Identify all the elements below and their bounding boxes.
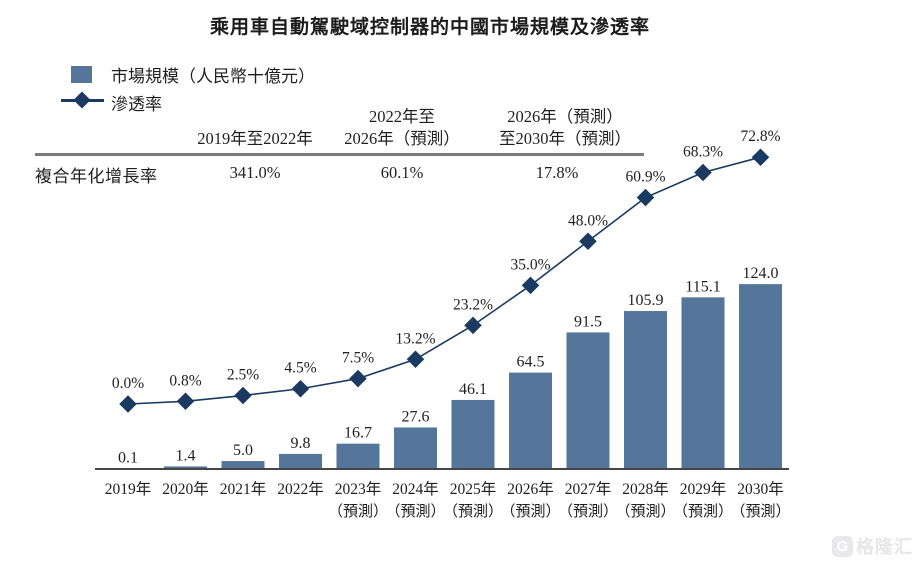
cagr-header-line: 至2030年（預測） — [499, 129, 631, 148]
penetration-value-label: 13.2% — [395, 330, 435, 347]
x-axis-label-forecast-note: （預測） — [500, 503, 560, 520]
legend-label-penetration: 滲透率 — [111, 95, 162, 114]
penetration-point-icon — [406, 350, 425, 369]
penetration-point-icon — [291, 379, 310, 398]
cagr-header-2026-2030: 2026年（預測） 至2030年（預測） — [475, 100, 655, 150]
x-axis-label-forecast-note: （預測） — [328, 503, 388, 520]
penetration-point-icon — [176, 392, 195, 411]
bar-value-label: 46.1 — [459, 381, 487, 398]
penetration-line — [127, 156, 761, 405]
bar-2024年 — [394, 427, 437, 469]
cagr-value-2026-2030: 17.8% — [535, 163, 579, 182]
bar-2027年 — [566, 332, 610, 469]
x-axis-label-year: 2022年 — [277, 480, 324, 498]
cagr-header-line: 2022年至 — [369, 107, 435, 126]
penetration-point-icon — [636, 188, 655, 207]
bar-value-label: 16.7 — [344, 425, 372, 442]
bar-value-label: 64.5 — [517, 354, 545, 371]
penetration-point-icon — [464, 316, 482, 335]
bar-2030年 — [739, 284, 782, 469]
penetration-value-label: 0.0% — [112, 375, 144, 392]
penetration-value-label: 60.9% — [625, 169, 665, 186]
page-title: 乘用車自動駕駛域控制器的中國市場規模及滲透率 — [209, 17, 650, 38]
bar-value-label: 124.0 — [743, 265, 779, 282]
x-axis-label-forecast-note: （預測） — [615, 503, 675, 520]
cagr-header-2019-2022: 2019年至2022年 — [175, 100, 335, 150]
bar-value-label: 9.8 — [291, 435, 311, 452]
cagr-header-line: 2026年（預測） — [507, 107, 623, 126]
x-axis-label-forecast-note: （預測） — [730, 503, 790, 520]
x-axis-label-year: 2027年 — [565, 480, 612, 498]
penetration-point-icon — [521, 276, 540, 295]
cagr-value-2022-2026: 60.1% — [380, 163, 424, 182]
x-axis-label-year: 2021年 — [220, 480, 267, 498]
penetration-point-icon — [234, 386, 252, 405]
penetration-value-label: 7.5% — [342, 350, 374, 367]
x-axis-label-forecast-note: （預測） — [443, 503, 503, 520]
penetration-point-icon — [349, 369, 367, 388]
x-axis-label-year: 2023年 — [335, 480, 382, 498]
bar-value-label: 5.0 — [233, 442, 253, 459]
cagr-header-line: 2019年至2022年 — [197, 129, 313, 148]
penetration-point-icon — [119, 395, 137, 413]
x-axis-label-year: 2030年 — [737, 480, 784, 498]
x-axis-label-forecast-note: （預測） — [673, 503, 733, 520]
penetration-value-label: 4.5% — [284, 360, 316, 377]
penetration-value-label: 35.0% — [510, 256, 550, 273]
bar-2021年 — [221, 461, 265, 469]
penetration-point-icon — [694, 163, 712, 182]
bar-value-label: 0.1 — [118, 449, 138, 466]
penetration-point-icon — [751, 148, 770, 166]
penetration-value-label: 68.3% — [683, 143, 723, 160]
bar-2020年 — [164, 466, 207, 469]
market-size-legend-square-icon — [71, 66, 92, 83]
bar-2026年 — [509, 372, 552, 469]
x-axis-label-year: 2019年 — [105, 480, 152, 498]
watermark: G 格隆汇 — [832, 533, 913, 559]
x-axis-label-forecast-note: （預測） — [385, 503, 445, 520]
cagr-header-line: 2026年（預測） — [344, 129, 460, 148]
bar-2025年 — [451, 399, 495, 469]
x-axis-label-year: 2029年 — [680, 480, 727, 498]
penetration-value-label: 23.2% — [453, 296, 493, 313]
watermark-logo-icon: G — [832, 535, 853, 557]
bar-value-label: 115.1 — [685, 278, 720, 295]
table-separator-line — [35, 153, 644, 156]
bar-value-label: 1.4 — [176, 447, 196, 464]
penetration-value-label: 2.5% — [227, 367, 259, 384]
bar-2023年 — [336, 443, 380, 469]
legend-label-market-size: 市場規模（人民幣十億元） — [111, 67, 315, 86]
cagr-header-2022-2026: 2022年至 2026年（預測） — [317, 100, 487, 150]
cagr-value-2019-2022: 341.0% — [229, 163, 281, 182]
x-axis-label-year: 2020年 — [162, 480, 209, 498]
x-axis-label-forecast-note: （預測） — [558, 503, 618, 520]
x-axis-label-year: 2026年 — [507, 480, 554, 498]
penetration-value-label: 72.8% — [740, 128, 780, 145]
penetration-point-icon — [579, 232, 597, 251]
bar-2028年 — [624, 311, 667, 469]
watermark-text: 格隆汇 — [856, 537, 913, 557]
x-axis-label-year: 2024年 — [392, 480, 439, 498]
bar-value-label: 91.5 — [574, 313, 602, 330]
bar-value-label: 27.6 — [402, 408, 430, 425]
x-axis-label-year: 2028年 — [622, 480, 669, 498]
x-axis-label-year: 2025年 — [450, 480, 497, 498]
bar-2022年 — [279, 453, 322, 469]
penetration-value-label: 48.0% — [568, 212, 608, 229]
bar-2029年 — [681, 297, 725, 469]
penetration-value-label: 0.8% — [169, 372, 201, 389]
bar-value-label: 105.9 — [628, 292, 664, 309]
cagr-row-label: 複合年化增長率 — [35, 167, 158, 186]
